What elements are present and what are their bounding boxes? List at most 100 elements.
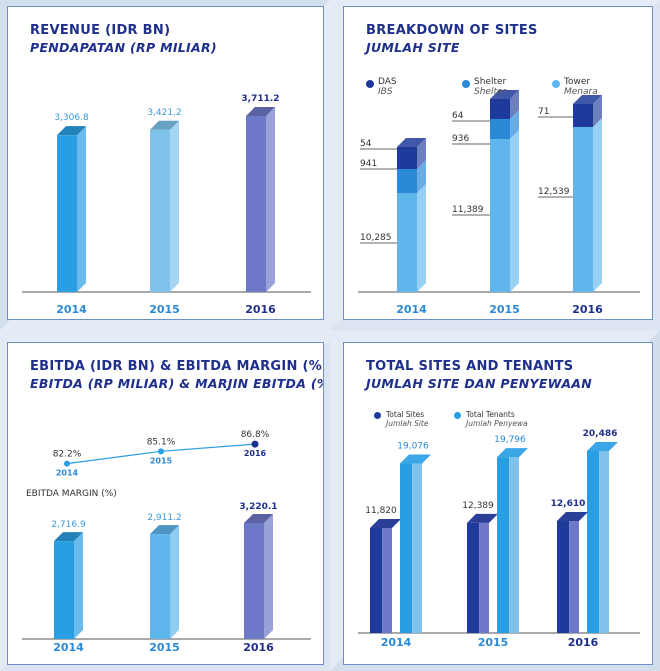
sites-das-2014 xyxy=(397,147,417,169)
sites-year-2014: 2014 xyxy=(396,303,427,316)
legend-total-sites-sublabel: Jumlah Site xyxy=(386,419,429,428)
tenants-sites-bar-top-2015 xyxy=(467,513,498,523)
ebitda-value-2016: 3,220.1 xyxy=(239,502,277,512)
ebitda-bar-2016-front xyxy=(244,523,264,639)
ebitda-margin-label: EBITDA MARGIN (%) xyxy=(26,489,117,499)
tenants-tenants-value-2016: 20,486 xyxy=(583,429,618,439)
tenants-tenants-bar-2014 xyxy=(400,463,413,633)
tenants-tenants-bar-side-2014 xyxy=(412,463,422,633)
ebitda-margin-point-2015 xyxy=(158,448,164,455)
tenants-subtitle: JUMLAH SITE DAN PENYEWAAN xyxy=(366,376,593,391)
tenants-tenants-bar-side-2016 xyxy=(599,451,609,633)
tenants-sites-bar-2016 xyxy=(557,520,570,633)
tenants-tenants-bar-top-2016 xyxy=(587,442,618,451)
sites-tower-label-2016: 12,539 xyxy=(538,187,570,197)
revenue-bar-2014-top xyxy=(57,126,86,136)
legend-dot-das xyxy=(366,80,374,88)
revenue-bar-2015-front xyxy=(150,129,170,292)
ebitda-year-2015: 2015 xyxy=(149,641,180,654)
ebitda-bar-2016-side xyxy=(264,514,273,639)
tenants-tenants-bar-side-2015 xyxy=(509,457,519,633)
ebitda-year-2016: 2016 xyxy=(243,641,274,654)
legend-shelter-label: Shelter xyxy=(474,77,507,87)
tenants-sites-bar-top-2016 xyxy=(557,511,588,521)
sites-panel: 54 941 10,285 2014 64 936 11,389 2015 71 12,539 20… xyxy=(343,6,653,320)
tenants-tenants-bar-top-2015 xyxy=(497,448,528,458)
revenue-bar-2016-top xyxy=(246,107,275,116)
ebitda-bar-2014-side xyxy=(74,532,83,639)
tenants-sites-value-2014: 11,820 xyxy=(365,506,397,516)
tenants-sites-bar-2014 xyxy=(370,527,383,633)
ebitda-title: EBITDA (IDR BN) & EBITDA MARGIN (%) xyxy=(30,359,324,374)
ebitda-bar-2014-front xyxy=(54,541,74,639)
ebitda-value-2014: 2,716.9 xyxy=(51,520,86,530)
sites-tower-side-2014 xyxy=(417,184,426,292)
tenants-sites-value-2016: 12,610 xyxy=(551,499,586,509)
tenants-year-2014: 2014 xyxy=(381,636,412,649)
sites-shelter-label-2015: 936 xyxy=(452,134,469,144)
legend-dot-shelter xyxy=(462,80,470,88)
tenants-tenants-value-2014: 19,076 xyxy=(397,442,429,452)
sites-top-2014 xyxy=(397,138,426,147)
revenue-year-2015: 2015 xyxy=(149,303,180,316)
revenue-bar-2014-side xyxy=(77,126,86,292)
revenue-value-2016: 3,711.2 xyxy=(241,94,279,104)
tenants-sites-bar-side-2014 xyxy=(382,527,392,633)
tenants-tenants-bar-2016 xyxy=(587,451,600,633)
sites-tower-side-2015 xyxy=(510,130,519,292)
legend-dot-total-sites xyxy=(374,412,381,419)
revenue-panel: 3,306.8 2014 3,421.2 2015 3,711.2 2016 REVENU… xyxy=(7,6,324,320)
ebitda-bar-2015-side xyxy=(170,525,179,639)
sites-das-label-2016: 71 xyxy=(538,107,549,117)
sites-shelter-2015 xyxy=(490,119,510,139)
sites-tower-label-2014: 10,285 xyxy=(360,233,392,243)
revenue-bar-2015-side xyxy=(170,120,179,292)
sites-top-2016 xyxy=(573,95,602,104)
sites-year-2015: 2015 xyxy=(489,303,520,316)
revenue-value-2014: 3,306.8 xyxy=(54,113,89,123)
sites-year-2016: 2016 xyxy=(572,303,603,316)
revenue-bar-2016-front xyxy=(246,116,266,292)
legend-total-tenants-label: Total Tenants xyxy=(466,410,515,419)
sites-chart: 54 941 10,285 2014 64 936 11,389 2015 71 12,539 20… xyxy=(358,90,640,316)
ebitda-bar-2016-top xyxy=(244,514,273,523)
ebitda-margin-label-2015: 85.1% xyxy=(147,437,176,447)
ebitda-bar-2015-top xyxy=(150,525,179,535)
ebitda-margin-point-2014 xyxy=(64,460,70,467)
ebitda-panel: 2,716.9 2014 2,911.2 2015 3,220.1 2016 82.2% 20… xyxy=(7,342,324,665)
revenue-bar-2015-top xyxy=(150,120,179,130)
tenants-tenants-bar-top-2014 xyxy=(400,454,431,464)
tenants-tenants-value-2015: 19,796 xyxy=(494,435,526,445)
ebitda-chart: 2,716.9 2014 2,911.2 2015 3,220.1 2016 82.2% 20… xyxy=(22,430,311,654)
ebitda-margin-label-2014: 82.2% xyxy=(53,450,82,460)
revenue-bar-2014-front xyxy=(57,135,77,292)
tenants-sites-bar-side-2016 xyxy=(569,520,579,633)
sites-das-side-2014 xyxy=(417,138,426,169)
sites-subtitle: JUMLAH SITE xyxy=(366,40,460,55)
sites-tower-2014 xyxy=(397,193,417,292)
legend-dot-total-tenants xyxy=(454,412,461,419)
sites-title: BREAKDOWN OF SITES xyxy=(366,23,538,38)
ebitda-subtitle: EBITDA (RP MILIAR) & MARJIN EBITDA (%) xyxy=(30,376,324,391)
sites-das-label-2015: 64 xyxy=(452,111,464,121)
ebitda-bar-2015-front xyxy=(150,534,170,639)
sites-tower-label-2015: 11,389 xyxy=(452,205,484,215)
ebitda-value-2015: 2,911.2 xyxy=(147,513,181,523)
sites-das-side-2015 xyxy=(510,90,519,119)
ebitda-margin-year-2015: 2015 xyxy=(150,456,173,465)
ebitda-year-2014: 2014 xyxy=(53,641,84,654)
tenants-year-2016: 2016 xyxy=(568,636,599,649)
revenue-subtitle: PENDAPATAN (RP MILIAR) xyxy=(30,40,217,55)
sites-shelter-label-2014: 941 xyxy=(360,159,377,169)
legend-shelter-sublabel: Shelter xyxy=(474,87,507,97)
tenants-sites-bar-top-2014 xyxy=(370,518,401,528)
legend-tower-label: Tower xyxy=(564,77,591,87)
sites-tower-2016 xyxy=(573,127,593,292)
tenants-panel: 11,820 19,076 2014 12,389 19,796 2015 12,610 20… xyxy=(343,342,653,665)
sites-tower-side-2016 xyxy=(593,118,602,292)
revenue-year-2016: 2016 xyxy=(245,303,276,316)
legend-das-sublabel: IBS xyxy=(378,87,393,97)
legend-das-label: DAS xyxy=(378,77,397,87)
sites-das-side-2016 xyxy=(593,95,602,127)
revenue-title: REVENUE (IDR BN) xyxy=(30,23,171,38)
